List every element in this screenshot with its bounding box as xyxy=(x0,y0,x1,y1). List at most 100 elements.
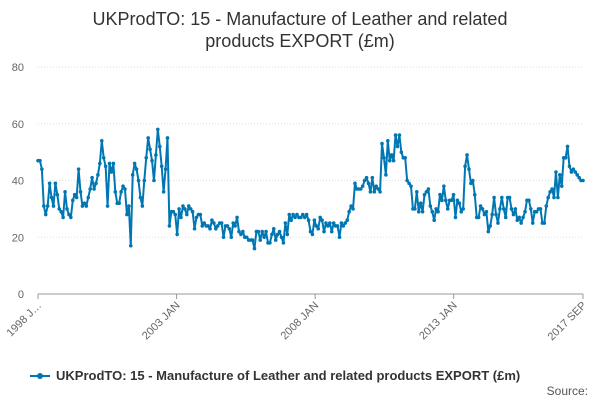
data-point xyxy=(117,201,121,205)
data-point xyxy=(185,212,189,217)
data-point xyxy=(405,178,409,183)
data-point xyxy=(345,218,350,223)
data-point xyxy=(542,221,547,225)
data-point xyxy=(275,232,280,237)
data-point xyxy=(459,209,464,214)
data-point xyxy=(445,207,450,211)
data-point xyxy=(349,204,353,208)
data-point xyxy=(577,175,581,180)
data-point xyxy=(304,212,309,217)
legend[interactable]: UKProdTO: 15 - Manufacture of Leather an… xyxy=(30,368,520,383)
data-point xyxy=(152,178,156,183)
data-point xyxy=(72,192,77,197)
data-point xyxy=(142,178,147,183)
data-point xyxy=(559,184,564,188)
data-point xyxy=(74,195,79,200)
data-point xyxy=(264,229,268,234)
data-point xyxy=(546,195,551,200)
data-point xyxy=(132,161,137,166)
data-point xyxy=(469,181,473,186)
credits[interactable]: Source: xyxy=(546,384,588,398)
data-point xyxy=(227,226,232,231)
data-point xyxy=(331,221,336,225)
data-point xyxy=(424,190,429,194)
data-point xyxy=(320,218,324,223)
data-point xyxy=(565,144,570,149)
data-point xyxy=(472,192,477,197)
data-point xyxy=(96,173,100,177)
series-layer xyxy=(36,127,585,251)
data-point xyxy=(70,198,75,203)
data-point xyxy=(310,232,315,237)
data-point xyxy=(105,204,110,208)
data-point xyxy=(283,221,288,225)
chart-title-line-2: products EXPORT (£m) xyxy=(205,31,395,51)
data-point xyxy=(127,204,131,208)
data-point xyxy=(494,212,498,217)
data-point xyxy=(515,218,520,223)
chart-title-line-1: UKProdTO: 15 - Manufacture of Leather an… xyxy=(92,9,508,29)
data-point xyxy=(300,212,305,217)
data-point xyxy=(517,215,522,220)
data-point xyxy=(289,218,293,223)
data-point xyxy=(45,204,50,208)
data-point xyxy=(513,207,518,211)
data-point xyxy=(391,158,396,163)
data-point xyxy=(103,164,108,169)
data-point xyxy=(80,204,85,208)
data-point xyxy=(312,218,317,223)
data-point xyxy=(291,212,295,217)
data-point xyxy=(457,201,462,205)
data-point xyxy=(219,221,224,225)
data-point xyxy=(430,209,435,214)
data-point xyxy=(173,212,178,217)
data-point xyxy=(387,158,392,163)
data-point xyxy=(573,170,578,174)
data-point xyxy=(409,184,413,188)
data-point xyxy=(563,156,568,160)
data-point xyxy=(134,167,139,171)
data-point xyxy=(368,190,373,194)
data-point xyxy=(165,136,170,140)
data-point xyxy=(206,224,210,228)
data-point xyxy=(329,229,334,234)
data-point xyxy=(271,226,276,231)
data-point xyxy=(119,190,123,194)
data-point xyxy=(503,215,508,220)
data-point xyxy=(403,156,408,160)
data-point xyxy=(109,170,114,174)
data-point xyxy=(337,235,342,240)
data-point xyxy=(55,192,60,197)
data-point xyxy=(148,147,152,152)
data-point xyxy=(374,184,379,188)
data-point xyxy=(316,226,321,231)
data-point xyxy=(341,224,346,228)
data-point xyxy=(49,195,54,200)
data-point xyxy=(192,226,197,231)
data-point xyxy=(366,181,371,186)
data-point xyxy=(399,150,404,154)
data-point xyxy=(262,235,266,240)
data-point xyxy=(552,195,556,200)
data-point xyxy=(461,207,465,211)
data-point xyxy=(534,209,539,214)
y-tick-label: 0 xyxy=(18,289,24,301)
data-point xyxy=(554,170,558,174)
data-point xyxy=(530,221,535,225)
data-point xyxy=(90,175,94,180)
data-point xyxy=(225,224,230,228)
data-point xyxy=(386,138,390,143)
data-point xyxy=(67,212,71,217)
data-point xyxy=(239,232,243,237)
data-point xyxy=(488,224,493,228)
data-point xyxy=(306,218,311,223)
x-tick-label: 1998 J… xyxy=(5,300,45,340)
data-point xyxy=(244,235,249,240)
data-point xyxy=(426,187,431,191)
data-point xyxy=(482,212,487,217)
data-point xyxy=(130,173,135,177)
data-point xyxy=(38,158,42,163)
data-point xyxy=(65,207,69,211)
legend-label: UKProdTO: 15 - Manufacture of Leather an… xyxy=(56,368,521,383)
data-point xyxy=(181,204,185,208)
